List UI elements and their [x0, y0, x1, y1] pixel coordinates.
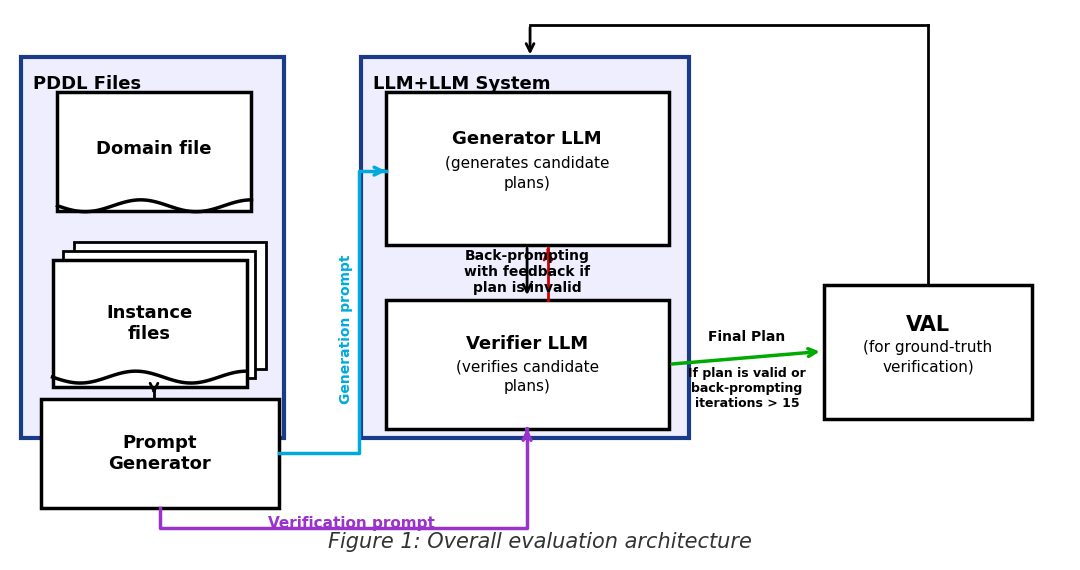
Bar — [53, 260, 246, 387]
Text: verification): verification) — [882, 360, 974, 374]
Bar — [386, 92, 670, 246]
Text: VAL: VAL — [906, 315, 950, 335]
Text: Back-prompting
with feedback if
plan is invalid: Back-prompting with feedback if plan is … — [464, 249, 590, 295]
Text: plans): plans) — [503, 176, 551, 190]
Bar — [57, 92, 252, 211]
Bar — [64, 251, 256, 378]
FancyArrowPatch shape — [523, 429, 531, 440]
Bar — [21, 57, 284, 438]
Bar — [361, 57, 689, 438]
Text: If plan is valid or
back-prompting
iterations > 15: If plan is valid or back-prompting itera… — [688, 367, 806, 410]
Text: Generator LLM: Generator LLM — [453, 131, 602, 148]
Text: Generation prompt: Generation prompt — [339, 255, 353, 404]
Text: Instance
files: Instance files — [106, 304, 192, 343]
FancyArrowPatch shape — [672, 349, 815, 364]
Text: Verification prompt: Verification prompt — [268, 516, 434, 531]
Text: Figure 1: Overall evaluation architecture: Figure 1: Overall evaluation architectur… — [328, 532, 752, 552]
Text: (generates candidate: (generates candidate — [445, 156, 609, 170]
Bar — [824, 285, 1032, 419]
FancyArrowPatch shape — [544, 250, 552, 260]
FancyArrowPatch shape — [523, 248, 531, 292]
Bar — [41, 399, 280, 508]
Text: Domain file: Domain file — [96, 140, 212, 158]
Text: LLM+LLM System: LLM+LLM System — [373, 75, 551, 93]
FancyArrowPatch shape — [150, 383, 158, 391]
Bar — [75, 242, 267, 369]
Text: Verifier LLM: Verifier LLM — [465, 335, 589, 353]
FancyArrowPatch shape — [374, 167, 383, 175]
Text: Final Plan: Final Plan — [708, 331, 785, 344]
Text: plans): plans) — [503, 380, 551, 394]
Text: Prompt
Generator: Prompt Generator — [109, 434, 212, 473]
Text: (for ground-truth: (for ground-truth — [863, 340, 993, 355]
Text: (verifies candidate: (verifies candidate — [456, 360, 598, 374]
Text: PDDL Files: PDDL Files — [32, 75, 140, 93]
FancyArrowPatch shape — [526, 27, 534, 51]
Bar — [386, 300, 670, 429]
